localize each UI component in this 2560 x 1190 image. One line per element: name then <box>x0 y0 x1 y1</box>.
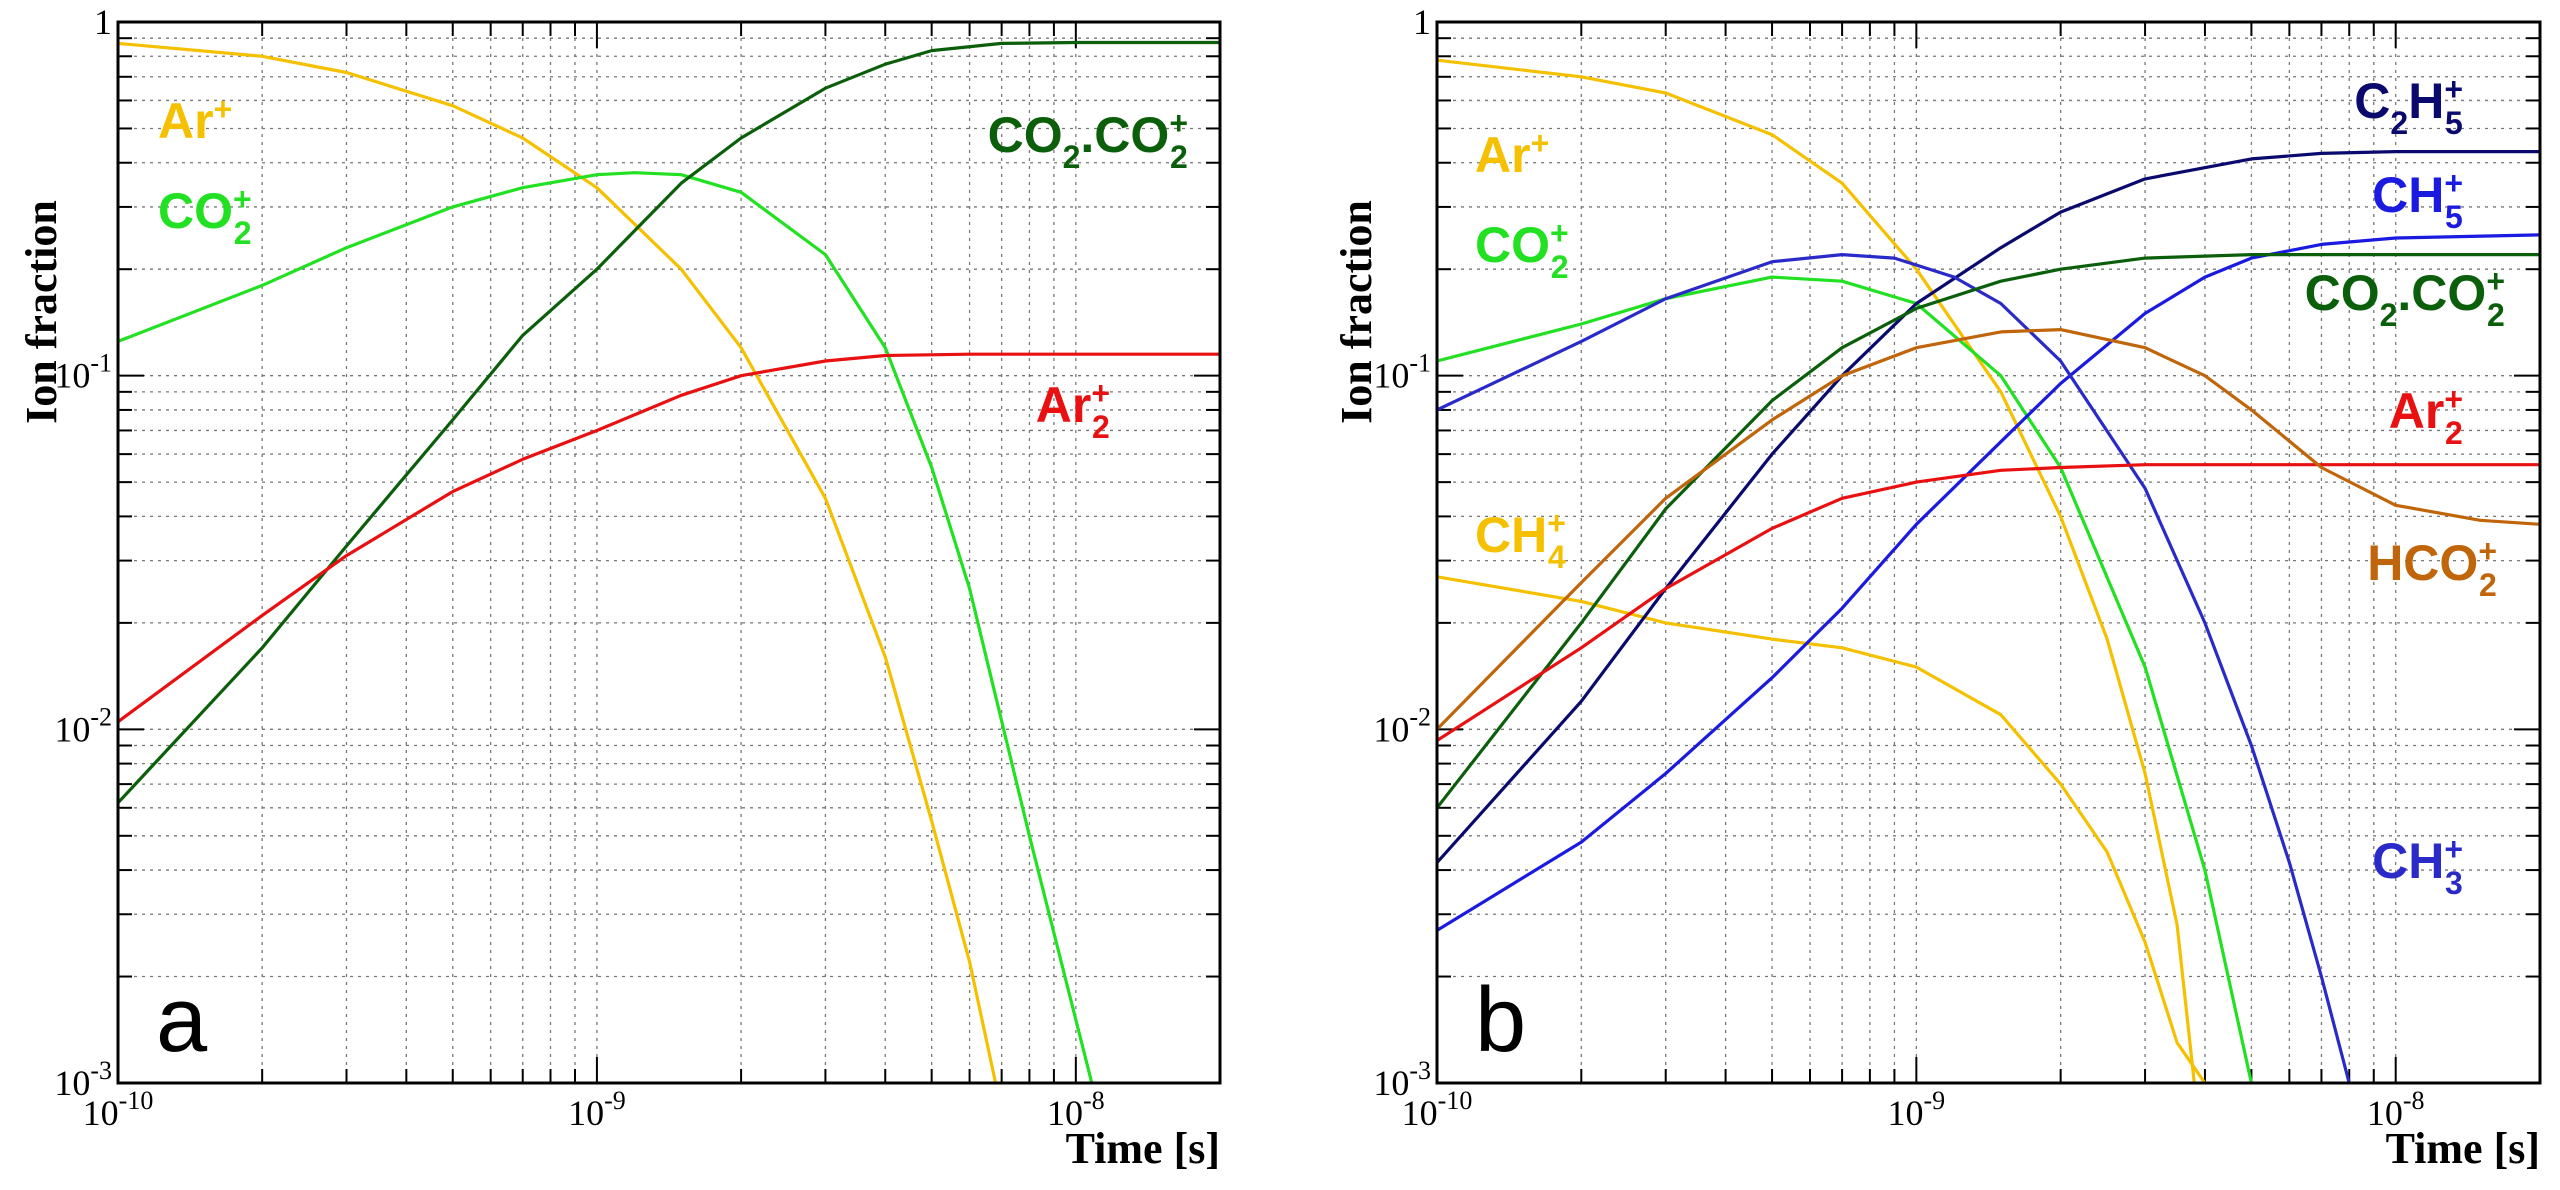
panel-letter: a <box>156 969 208 1071</box>
chart-panel-b: 1 10-1 10-2 10-3 10-10 10-9 10-8 Time [s] Ion fr… <box>1315 0 2560 1190</box>
series-line-2 <box>118 40 1220 804</box>
tick-marks <box>117 21 1221 1084</box>
x-axis-title: Time [s] <box>1066 1124 1220 1173</box>
series-lines <box>118 40 1220 1083</box>
series-label-4: CH+ 5 <box>2372 165 2463 235</box>
grid-lines <box>118 22 1220 1083</box>
series-line-6 <box>1437 253 2540 809</box>
series-label-8: HCO+ 2 <box>2367 533 2497 603</box>
series-label-3: Ar+ 2 <box>1036 375 1110 445</box>
chart-panel-a: 1 10-1 10-2 10-3 10-10 10-9 10-8 Time [s] Ion fr… <box>0 0 1250 1190</box>
y-tick-label: 1 <box>1413 2 1431 42</box>
y-tick-label: 10-3 <box>1373 1056 1431 1103</box>
series-label-0: Ar+ <box>1475 125 1549 183</box>
y-axis-title: Ion fraction <box>17 200 66 424</box>
series-label-1: CO+ 2 <box>1475 215 1569 285</box>
series-label-0: Ar+ <box>158 91 232 149</box>
series-line-1 <box>1437 275 2253 1083</box>
series-lines <box>1437 58 2540 1083</box>
series-line-4 <box>1437 233 2540 932</box>
panel-letter: b <box>1475 969 1526 1071</box>
series-label-5: CH+ 3 <box>2372 831 2463 901</box>
series-line-2 <box>1437 575 2207 1083</box>
x-tick-label: 10-10 <box>1402 1086 1473 1133</box>
plot-frame <box>116 20 1222 1085</box>
series-line-5 <box>1437 253 2351 1083</box>
x-tick-label: 10-9 <box>568 1086 626 1133</box>
plot-frame <box>1435 20 2542 1085</box>
x-tick-label: 10-10 <box>83 1086 154 1133</box>
series-line-0 <box>118 41 998 1083</box>
y-tick-label: 10-2 <box>1373 702 1431 749</box>
y-tick-label: 10-2 <box>54 702 112 749</box>
y-tick-label: 10-1 <box>1373 349 1431 396</box>
x-tick-label: 10-8 <box>1047 1086 1105 1133</box>
x-tick-label: 10-9 <box>1888 1086 1946 1133</box>
series-label-2: CH+ 4 <box>1475 505 1566 575</box>
series-label-3: C2H+ 5 <box>2354 71 2463 141</box>
y-tick-label: 10-1 <box>54 349 112 396</box>
y-tick-label: 10-3 <box>54 1056 112 1103</box>
series-label-1: CO+ 2 <box>158 181 252 251</box>
series-label-7: Ar+ 2 <box>2389 381 2463 451</box>
series-line-3 <box>118 352 1220 724</box>
series-line-7 <box>1437 463 2540 742</box>
x-tick-label: 10-8 <box>2367 1086 2425 1133</box>
series-line-8 <box>1437 328 2540 731</box>
x-axis-title: Time [s] <box>2386 1124 2540 1173</box>
series-label-6: CO2.CO+ 2 <box>2305 263 2505 333</box>
grid-lines <box>1437 22 2540 1083</box>
series-label-2: CO2.CO+ 2 <box>988 105 1188 175</box>
series-line-1 <box>118 171 1094 1083</box>
y-axis-title: Ion fraction <box>1332 200 1381 424</box>
series-line-0 <box>1437 58 2196 1083</box>
series-line-3 <box>1437 150 2540 864</box>
y-tick-label: 1 <box>94 2 112 42</box>
